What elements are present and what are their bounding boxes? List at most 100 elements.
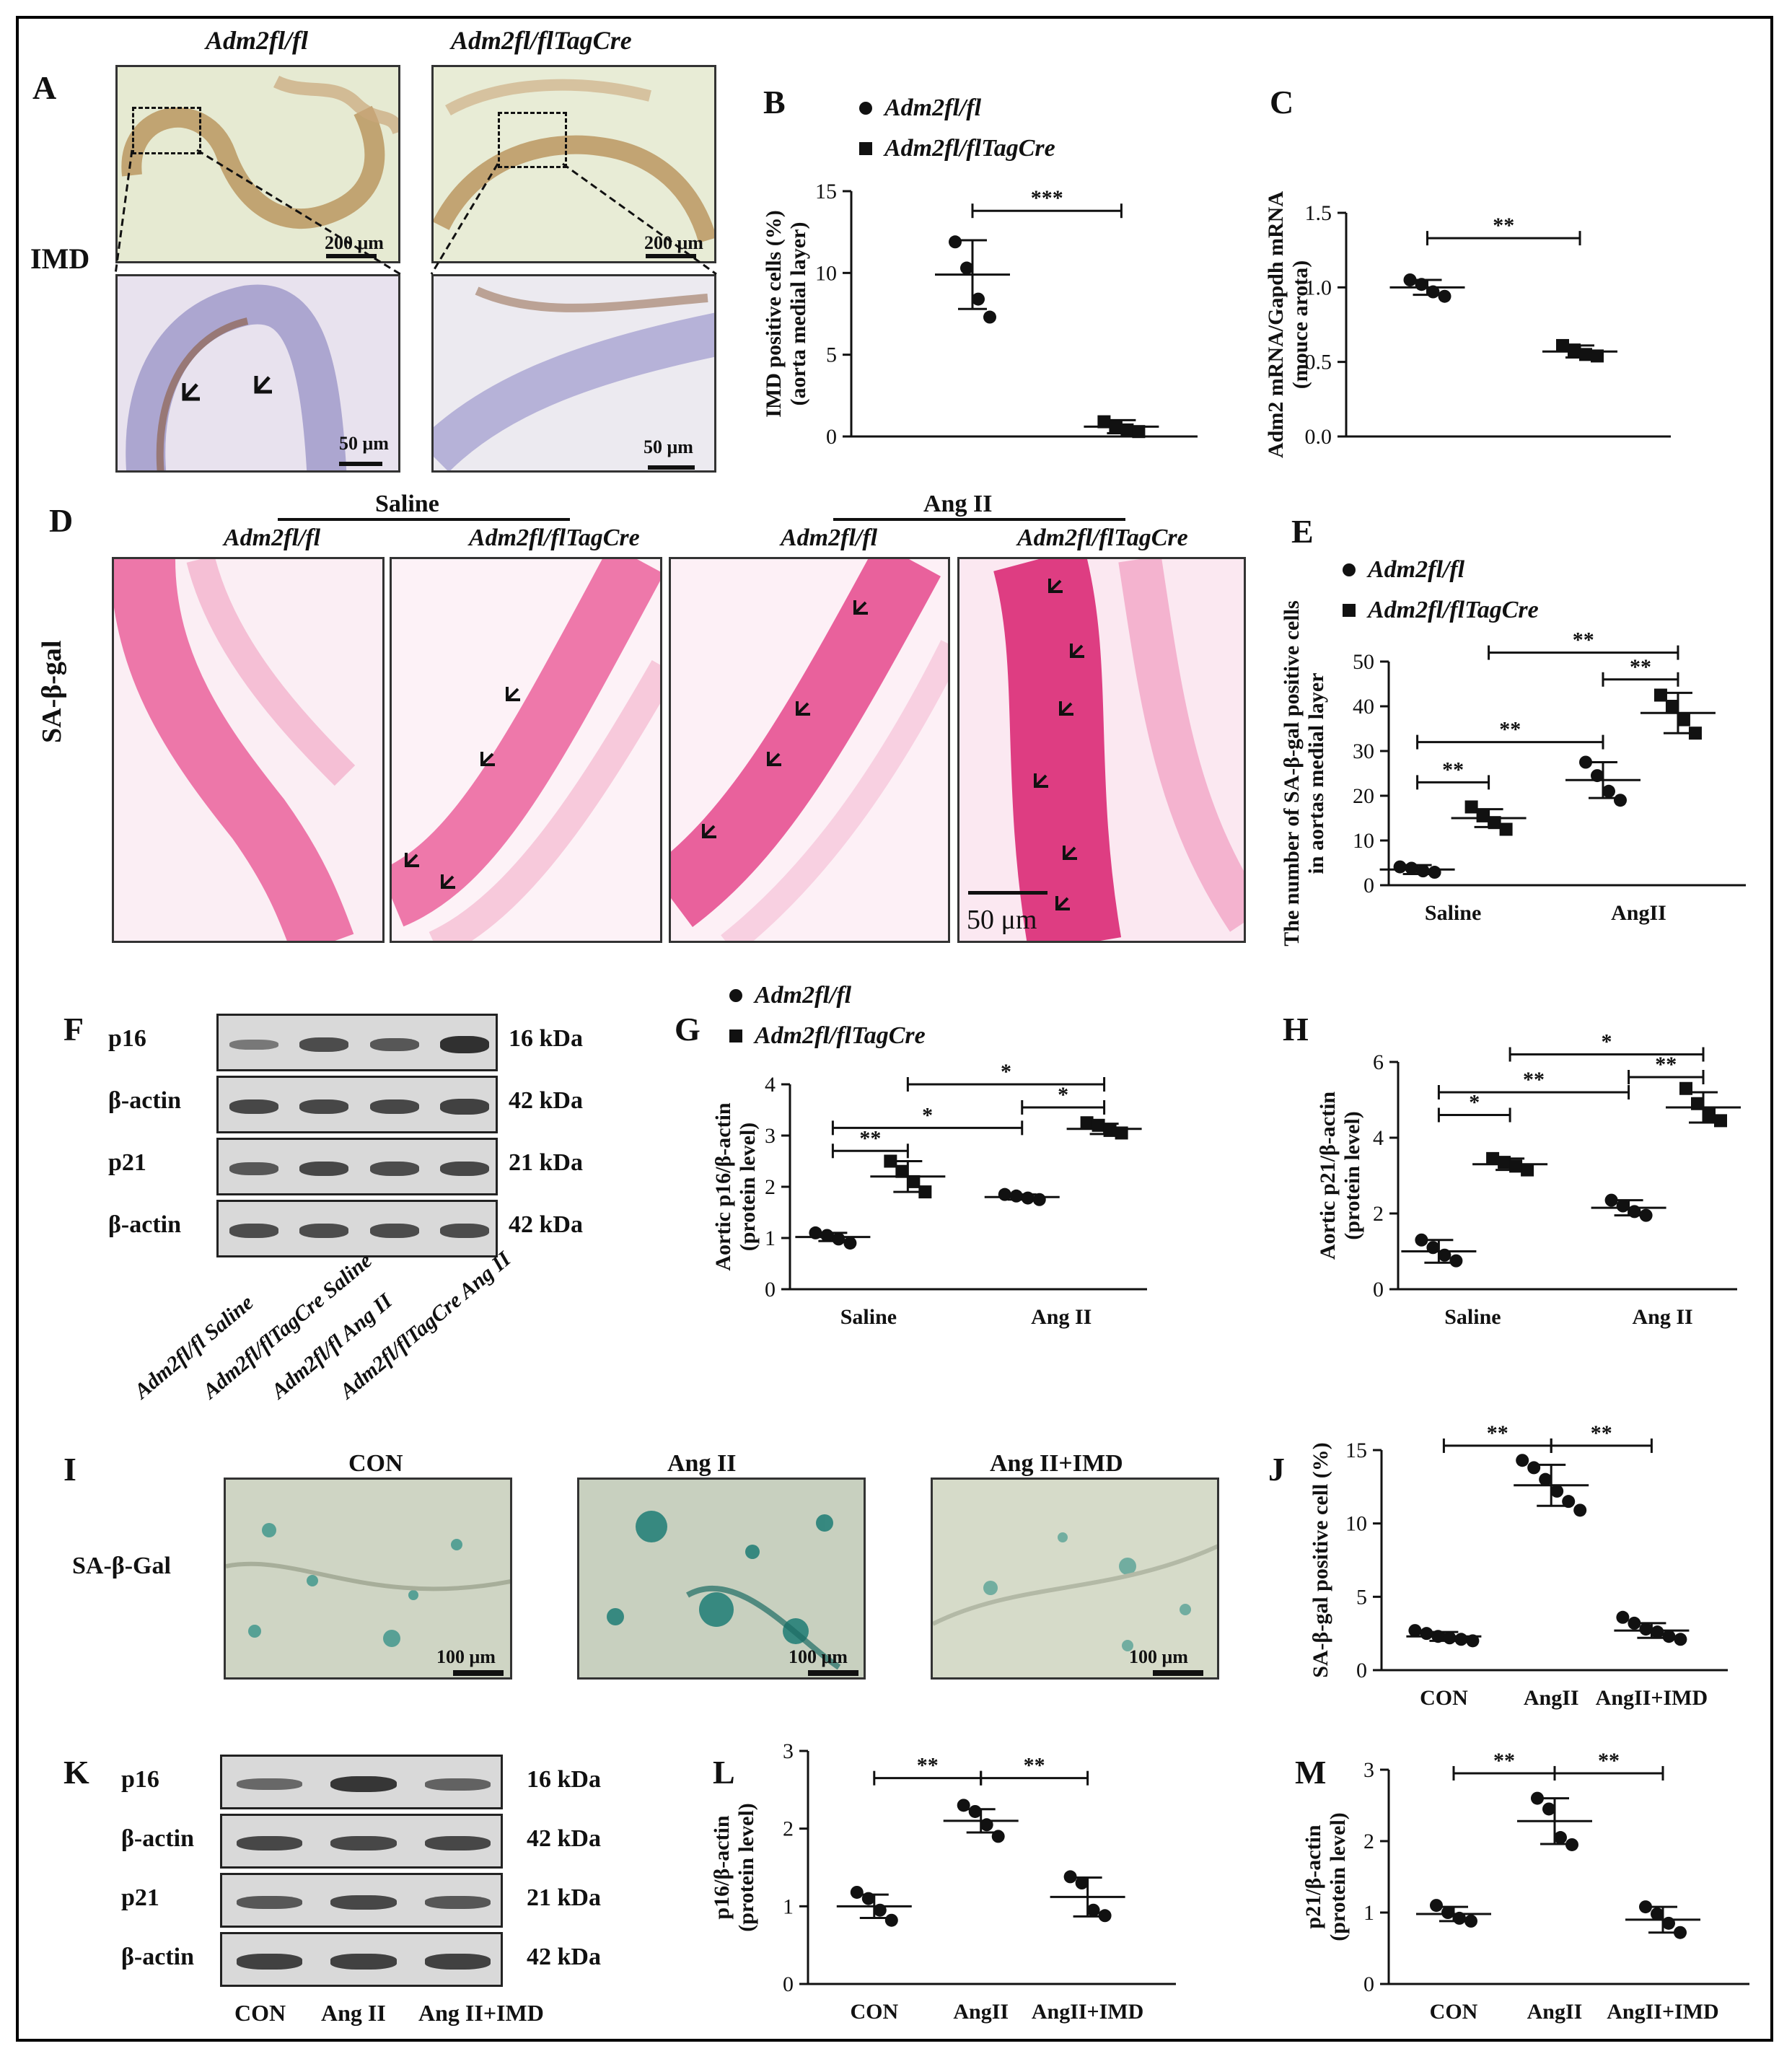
data-point — [1075, 1876, 1089, 1890]
sig-label: * — [1602, 1030, 1612, 1054]
data-point — [895, 1164, 909, 1178]
data-point — [1562, 1495, 1576, 1509]
data-point — [1109, 420, 1123, 434]
data-point — [850, 1885, 864, 1899]
blot-strip — [220, 1873, 503, 1928]
data-point — [1509, 1159, 1523, 1173]
x-category-label: CON — [850, 2000, 898, 2024]
zoom-box-fl — [132, 107, 201, 154]
blot-row-label: p21 — [108, 1149, 146, 1176]
sig-label: * — [922, 1103, 933, 1127]
y-tick-label: 0 — [783, 1972, 794, 1996]
data-point — [1688, 726, 1702, 740]
data-point — [1498, 1156, 1511, 1169]
data-point — [1591, 349, 1604, 363]
blot-strip — [220, 1755, 503, 1809]
data-point — [1714, 1114, 1727, 1128]
data-point — [1092, 1118, 1105, 1132]
data-point — [1614, 794, 1627, 807]
data-point — [1466, 1634, 1480, 1648]
scalebar-label-a1: 200 μm — [325, 232, 384, 253]
data-point — [1677, 713, 1690, 726]
x-category-label: Saline — [840, 1305, 897, 1329]
blot-row-label: β-actin — [121, 1944, 195, 1970]
blot-strip — [216, 1014, 498, 1071]
panel-a-col2-label: Adm2fl/flTagCre — [451, 26, 632, 55]
data-point — [1063, 1870, 1077, 1884]
blot-band — [299, 1224, 349, 1238]
data-point — [1556, 338, 1569, 352]
ihc-image-fl-low — [115, 65, 400, 263]
y-tick-label: 50 — [1353, 650, 1374, 674]
panel-letter-f: F — [63, 1011, 84, 1048]
y-tick-label: 2 — [765, 1175, 776, 1199]
panel-letter-k: K — [63, 1754, 89, 1791]
data-point — [1628, 1205, 1641, 1219]
data-point — [1651, 1907, 1664, 1920]
x-category-label: AngII — [953, 2000, 1009, 2024]
y-tick-label: 3 — [783, 1739, 794, 1763]
data-point — [1415, 1233, 1428, 1247]
data-point — [983, 310, 996, 324]
panel-d-angii-line — [833, 518, 1125, 521]
sa-gal-cells-angii — [607, 1511, 841, 1670]
blot-band — [440, 1161, 490, 1177]
scalebar-a2 — [646, 254, 696, 258]
data-point — [1602, 784, 1615, 798]
data-point — [1542, 1802, 1555, 1816]
panel-letter-c: C — [1270, 84, 1294, 120]
y-tick-label: 10 — [815, 261, 837, 285]
x-category-label: AngII+IMD — [1596, 1686, 1708, 1710]
panel-d-col1: Adm2fl/fl — [224, 524, 321, 551]
ihc-image-cre-low — [431, 65, 716, 263]
data-point — [1639, 1623, 1653, 1636]
blot-band — [229, 1039, 278, 1050]
scalebar-label-a2: 200 μm — [644, 232, 703, 253]
data-point — [1703, 1108, 1716, 1122]
ihc-tissue-cre-low — [434, 79, 714, 243]
blot-band — [330, 1895, 397, 1910]
sa-gal-image-angii-imd — [931, 1478, 1219, 1680]
he-image-angii-cre — [957, 557, 1246, 943]
y-tick-label: 4 — [765, 1073, 776, 1097]
x-category-label: Saline — [1444, 1305, 1501, 1329]
data-point — [1486, 1151, 1500, 1165]
y-tick-label: 0 — [1363, 874, 1374, 897]
panel-i-row-label: SA-β-Gal — [72, 1553, 171, 1579]
sa-gal-cells-con — [226, 1523, 510, 1647]
data-point — [949, 235, 962, 249]
sig-label: * — [1058, 1083, 1068, 1107]
data-point — [1453, 1911, 1466, 1925]
data-point — [1531, 1791, 1544, 1805]
he-tissue-saline-fl — [114, 559, 356, 941]
panel-letter-i: I — [63, 1451, 76, 1488]
sig-label: ** — [1523, 1068, 1545, 1092]
y-axis-label: Aortic p21/β-actin — [1316, 1092, 1340, 1260]
scalebar-d — [968, 891, 1047, 895]
sa-gal-image-angii — [577, 1478, 866, 1680]
blot-band — [229, 1162, 278, 1176]
legend-marker — [1343, 563, 1356, 576]
blot-band — [236, 1835, 303, 1851]
y-tick-label: 1.0 — [1305, 276, 1332, 299]
data-point — [1499, 822, 1513, 836]
sa-gal-image-con — [224, 1478, 512, 1680]
data-point — [1516, 1454, 1529, 1467]
data-point — [873, 1903, 887, 1917]
data-point — [1420, 1627, 1433, 1641]
panel-d-col4: Adm2fl/flTagCre — [1017, 524, 1188, 551]
data-point — [1086, 1903, 1100, 1917]
data-point — [972, 292, 985, 306]
x-category-label: Ang II — [1632, 1305, 1692, 1329]
sig-label: ** — [1493, 214, 1514, 237]
data-point — [968, 1804, 982, 1818]
blot-band — [440, 1036, 490, 1053]
data-point — [998, 1187, 1011, 1201]
data-point — [1691, 1097, 1704, 1110]
data-point — [884, 1154, 897, 1168]
sig-label: * — [1001, 1060, 1011, 1084]
legend-marker — [859, 142, 872, 155]
panel-i-col2: Ang II — [667, 1450, 737, 1477]
scalebar-label-i1: 100 μm — [436, 1646, 496, 1667]
data-point — [1441, 1906, 1454, 1919]
